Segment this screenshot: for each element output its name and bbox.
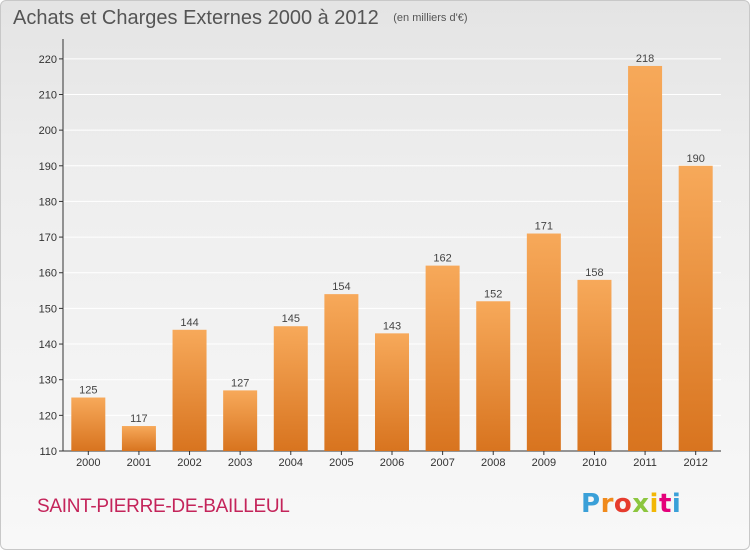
x-tick-label: 2008 (481, 457, 505, 469)
y-tick-label: 140 (39, 339, 57, 351)
logo-letter: P (581, 489, 601, 519)
bar (476, 301, 511, 451)
x-tick-label: 2002 (177, 457, 201, 469)
y-tick-label: 220 (39, 54, 57, 66)
x-tick-label: 2007 (430, 457, 454, 469)
data-label: 125 (79, 385, 97, 397)
x-tick-label: 2010 (582, 457, 606, 469)
y-tick-label: 200 (39, 125, 57, 137)
bar (223, 390, 258, 451)
bar (526, 233, 561, 451)
x-tick-label: 2004 (279, 457, 303, 469)
logo-letter: t (658, 489, 672, 519)
data-label: 171 (535, 221, 553, 233)
chart-title: Achats et Charges Externes 2000 à 2012 (13, 7, 379, 29)
proxiti-logo: Proxiti (581, 489, 681, 519)
y-tick-label: 160 (39, 268, 57, 280)
bar (172, 329, 207, 451)
chart-subtitle: (en milliers d'€) (393, 12, 468, 24)
data-label: 158 (585, 267, 603, 279)
data-label: 144 (180, 317, 198, 329)
bar (324, 294, 359, 451)
x-tick-label: 2012 (683, 457, 707, 469)
bar (121, 426, 156, 451)
logo-letter: r (600, 489, 614, 519)
x-tick-label: 2001 (127, 457, 151, 469)
logo-letter: i (671, 489, 682, 519)
x-tick-label: 2011 (633, 457, 657, 469)
y-tick-label: 110 (39, 446, 57, 458)
y-tick-label: 190 (39, 161, 57, 173)
bar (577, 279, 612, 451)
logo-letter: i (649, 489, 659, 519)
y-tick-label: 180 (39, 196, 57, 208)
bar (425, 265, 460, 451)
bar (678, 165, 713, 452)
x-tick-label: 2003 (228, 457, 252, 469)
data-label: 218 (636, 53, 654, 65)
bar (71, 397, 106, 451)
y-tick-label: 150 (39, 303, 57, 315)
y-tick-label: 120 (39, 410, 57, 422)
data-label: 152 (484, 288, 502, 300)
data-label: 190 (687, 153, 705, 165)
data-label: 143 (383, 320, 401, 332)
chart-title-block: Achats et Charges Externes 2000 à 2012 (… (13, 7, 467, 30)
data-label: 145 (282, 313, 300, 325)
data-label: 127 (231, 377, 249, 389)
location-name: SAINT-PIERRE-DE-BAILLEUL (37, 496, 290, 517)
x-tick-label: 2006 (380, 457, 404, 469)
bar (628, 65, 663, 452)
data-label: 154 (332, 281, 350, 293)
data-label: 117 (130, 413, 148, 425)
x-tick-label: 2005 (329, 457, 353, 469)
bar (273, 326, 308, 451)
logo-letter: x (632, 489, 650, 519)
x-tick-label: 2009 (532, 457, 556, 469)
y-tick-label: 130 (39, 375, 57, 387)
y-tick-label: 170 (39, 232, 57, 244)
x-tick-label: 2000 (76, 457, 100, 469)
data-label: 162 (433, 253, 451, 265)
y-tick-label: 210 (39, 89, 57, 101)
logo-letter: o (613, 489, 633, 519)
bar (375, 333, 409, 451)
